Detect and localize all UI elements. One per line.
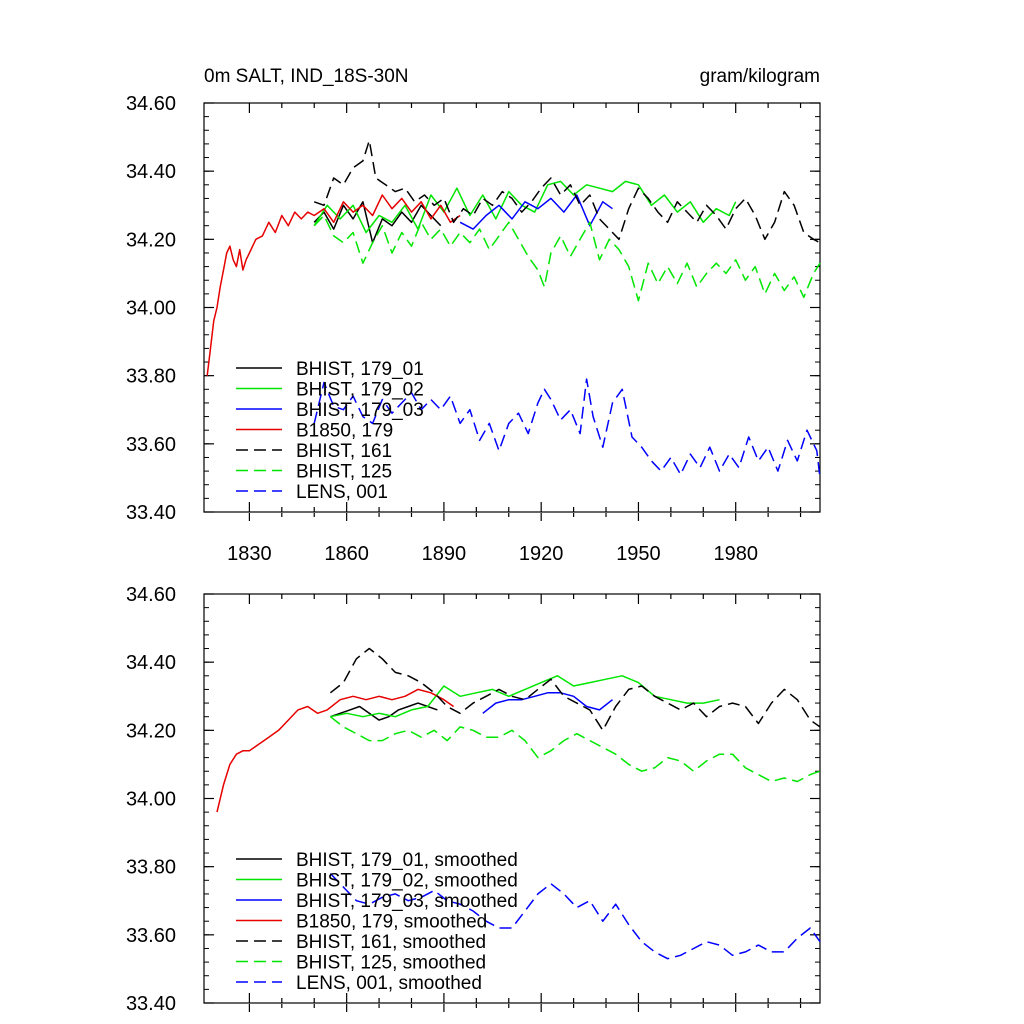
legend-label: BHIST, 161, smoothed	[296, 932, 486, 953]
y-tick-label: 34.60	[126, 93, 176, 115]
legend-label: BHIST, 161	[296, 441, 392, 462]
legend-label: B1850, 179	[296, 421, 393, 442]
y-tick-label: 33.60	[126, 925, 176, 947]
legend-label: BHIST, 125	[296, 462, 392, 483]
series-line-b1850-179	[206, 194, 461, 376]
y-tick-label: 33.40	[126, 993, 176, 1015]
series-line-bhist-179-02-smoothed	[330, 675, 720, 718]
x-tick-label: 1980	[713, 543, 758, 565]
y-tick-label: 33.60	[126, 434, 176, 456]
legend-label: BHIST, 179_03	[296, 400, 424, 421]
bottom-panel: 33.40 33.60 33.80 34.00 34.20 34.40 34.60 BHIST…	[126, 584, 821, 1015]
y-tick-label: 34.40	[126, 652, 176, 674]
y-tick-label: 33.40	[126, 502, 176, 524]
series-line-bhist-179-01	[313, 201, 442, 244]
y-tick-label: 34.20	[126, 720, 176, 742]
series-line-bhist-179-03	[459, 194, 613, 230]
top-panel: 0m SALT, IND_18S-30N gram/kilogram 33.40…	[126, 66, 821, 565]
legend-label: B1850, 179, smoothed	[296, 912, 487, 933]
top-panel-units: gram/kilogram	[700, 66, 820, 87]
legend-label: BHIST, 179_01	[296, 359, 424, 380]
y-tick-label: 34.20	[126, 229, 176, 251]
series-line-bhist-125	[313, 214, 821, 302]
legend-label: BHIST, 179_02	[296, 380, 424, 401]
y-tick-label: 34.60	[126, 584, 176, 606]
y-tick-label: 34.00	[126, 789, 176, 811]
x-tick-label: 1950	[616, 543, 661, 565]
legend-label: BHIST, 125, smoothed	[296, 953, 486, 974]
legend-label: BHIST, 179_02, smoothed	[296, 871, 518, 892]
x-tick-label: 1830	[227, 543, 272, 565]
series-line-bhist-125-smoothed	[329, 716, 821, 783]
legend-label: LENS, 001	[296, 482, 388, 503]
series-line-bhist-161-smoothed	[329, 647, 821, 732]
x-tick-label: 1860	[324, 543, 369, 565]
legend-label: LENS, 001, smoothed	[296, 973, 482, 994]
series-line-bhist-179-03-smoothed	[482, 692, 613, 714]
y-tick-label: 33.80	[126, 366, 176, 388]
y-tick-label: 34.00	[126, 298, 176, 320]
series-line-bhist-161	[313, 139, 821, 244]
legend-label: BHIST, 179_03, smoothed	[296, 891, 518, 912]
top-panel-title: 0m SALT, IND_18S-30N	[204, 66, 409, 87]
x-tick-label: 1890	[422, 543, 467, 565]
series-line-b1850-179-smoothed	[216, 688, 455, 813]
series-line-bhist-179-01-smoothed	[330, 702, 438, 721]
legend-label: BHIST, 179_01, smoothed	[296, 850, 518, 871]
y-tick-label: 33.80	[126, 857, 176, 879]
series-line-bhist-179-02	[313, 180, 737, 234]
x-tick-label: 1920	[519, 543, 564, 565]
series-line-lens-001	[313, 378, 821, 478]
y-tick-label: 34.40	[126, 161, 176, 183]
series-line-lens-001-smoothed	[329, 872, 821, 960]
